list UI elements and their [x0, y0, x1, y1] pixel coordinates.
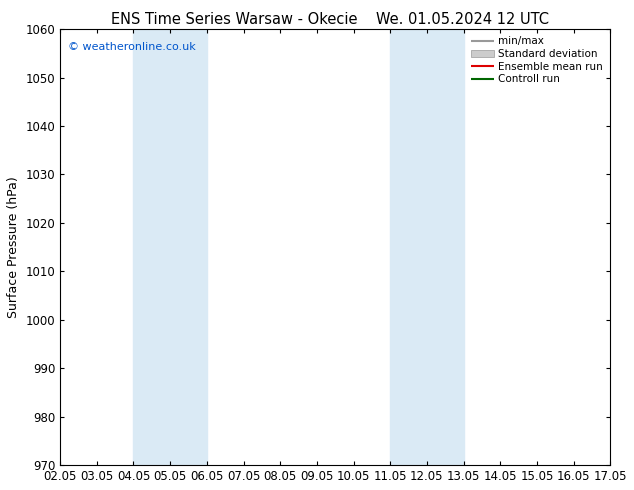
Bar	[134, 29, 207, 465]
Legend: min/max, Standard deviation, Ensemble mean run, Controll run: min/max, Standard deviation, Ensemble me…	[469, 34, 605, 86]
Y-axis label: Surface Pressure (hPa): Surface Pressure (hPa)	[7, 176, 20, 318]
Text: © weatheronline.co.uk: © weatheronline.co.uk	[68, 42, 196, 52]
Text: ENS Time Series Warsaw - Okecie: ENS Time Series Warsaw - Okecie	[112, 12, 358, 27]
Text: We. 01.05.2024 12 UTC: We. 01.05.2024 12 UTC	[377, 12, 549, 27]
Bar	[391, 29, 463, 465]
